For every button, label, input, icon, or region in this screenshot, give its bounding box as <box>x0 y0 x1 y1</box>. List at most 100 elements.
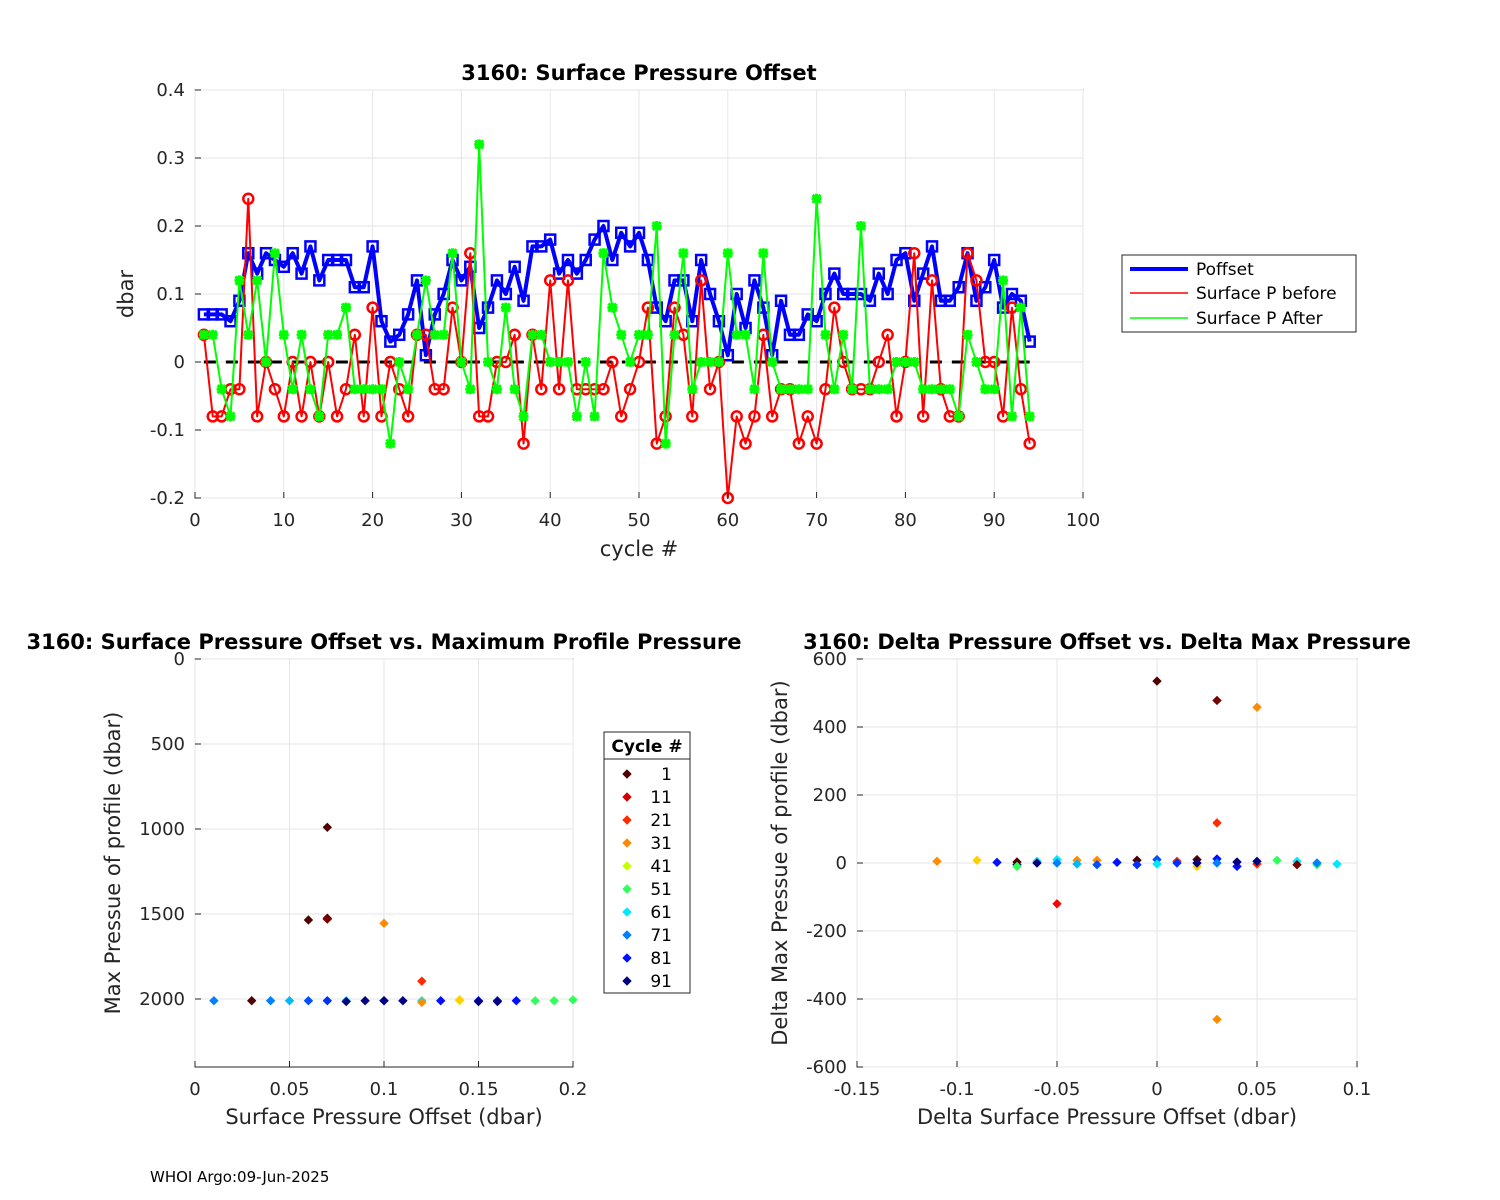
data-point-surface-p-before <box>961 246 974 260</box>
data-point-surface-p-after <box>935 384 946 395</box>
data-point-poffset <box>481 301 495 314</box>
data-point-poffset <box>703 287 717 301</box>
data-point-surface-p-after <box>438 329 449 340</box>
data-point-poffset <box>224 314 237 328</box>
data-point-surface-p-after <box>776 384 787 395</box>
data-point-poffset <box>561 253 575 267</box>
y-axis-label: Max Pressue of profile (dbar) <box>101 712 125 1015</box>
y-tick-label: 0 <box>836 853 847 874</box>
data-point-poffset <box>428 308 442 321</box>
data-point-surface-p-before <box>765 410 779 423</box>
scatter-point <box>379 918 389 929</box>
data-point-surface-p-after <box>509 384 520 395</box>
data-point-poffset <box>801 308 814 321</box>
data-point-poffset <box>295 267 308 280</box>
y-tick-label: -0.2 <box>150 488 185 509</box>
x-tick-label: 0 <box>189 510 200 531</box>
data-point-surface-p-after <box>989 384 1000 395</box>
data-point-surface-p-before <box>233 382 246 396</box>
data-point-surface-p-after <box>278 329 289 340</box>
data-point-surface-p-after <box>864 384 875 395</box>
data-point-poffset <box>1005 287 1019 301</box>
data-point-surface-p-before <box>250 410 264 423</box>
data-point-surface-p-after <box>465 384 476 395</box>
data-point-surface-p-after <box>847 384 858 395</box>
scatter-point <box>1332 859 1342 869</box>
data-point-poffset <box>286 246 299 260</box>
scatter-point <box>1012 861 1022 872</box>
data-point-surface-p-after <box>482 356 494 368</box>
legend-swatch-cycle <box>622 930 632 940</box>
scatter-point <box>303 995 314 1006</box>
data-point-poffset <box>570 267 584 280</box>
legend-label-poffset: Poffset <box>1196 260 1254 280</box>
data-point-poffset <box>828 267 841 280</box>
scatter-point <box>1232 857 1242 867</box>
y-tick-label: 0.2 <box>156 216 185 237</box>
data-point-surface-p-after <box>580 356 591 368</box>
data-point-surface-p-before <box>668 301 681 314</box>
data-point-surface-p-after <box>207 329 218 340</box>
data-point-poffset <box>916 267 930 280</box>
data-point-surface-p-before <box>401 410 415 423</box>
data-point-poffset <box>543 233 557 246</box>
data-point-surface-p-after <box>767 356 778 368</box>
data-point-surface-p-before <box>881 328 894 342</box>
data-point-surface-p-after <box>243 329 254 340</box>
data-point-poffset <box>313 274 326 287</box>
data-point-surface-p-after <box>376 384 387 395</box>
scatter-point <box>1132 859 1142 870</box>
data-point-poffset <box>455 274 468 287</box>
data-point-surface-p-after <box>598 248 609 259</box>
data-point-surface-p-after <box>420 275 431 286</box>
x-tick-label: 0.15 <box>458 1079 498 1100</box>
scatter-point <box>379 995 389 1006</box>
data-point-surface-p-after <box>669 329 680 340</box>
data-point-surface-p-after <box>403 384 414 395</box>
legend-label-cycle: 11 <box>650 788 672 808</box>
data-point-poffset <box>819 287 832 301</box>
points-group <box>209 822 578 1008</box>
data-point-surface-p-after <box>829 384 840 395</box>
x-tick-label: 10 <box>272 510 295 531</box>
data-point-poffset <box>508 260 521 274</box>
data-point-surface-p-before <box>801 410 814 423</box>
data-point-surface-p-after <box>811 193 822 204</box>
data-point-surface-p-after <box>536 329 547 340</box>
data-point-poffset <box>979 280 992 294</box>
data-point-surface-p-after <box>660 438 671 449</box>
data-point-surface-p-before <box>481 410 495 423</box>
surface-pressure-offset-chart: 0 10 20 30 40 50 60 70 80 90 100 -0.2 -0.1 0 0.1 0.2 0.3… <box>114 61 1100 561</box>
y-tick-label: 1000 <box>139 819 185 840</box>
data-point-surface-p-before <box>739 437 752 450</box>
x-tick-label: 20 <box>361 510 384 531</box>
legend-label-cycle: 41 <box>650 857 672 877</box>
scatter-point <box>492 996 503 1007</box>
data-point-surface-p-after <box>944 384 955 395</box>
data-point-surface-p-before <box>987 355 1001 369</box>
data-point-surface-p-after <box>678 248 689 259</box>
legend: Poffset Surface P before Surface P After <box>1121 254 1357 333</box>
data-point-surface-p-before <box>872 355 886 369</box>
data-point-poffset <box>854 287 868 301</box>
x-tick-label: 0 <box>1151 1079 1162 1100</box>
data-point-surface-p-before <box>535 382 548 396</box>
x-axis-label: cycle # <box>600 537 679 561</box>
scatter-point <box>1252 702 1262 712</box>
legend-swatch-cycle <box>622 838 632 848</box>
data-point-surface-p-before <box>543 274 557 287</box>
data-point-surface-p-before <box>517 437 530 450</box>
data-point-surface-p-after <box>234 275 245 286</box>
scatter-point <box>417 976 427 986</box>
y-tick-label: 0 <box>174 649 185 670</box>
data-point-surface-p-after <box>740 329 751 340</box>
x-tick-label: 40 <box>539 510 562 531</box>
legend-title: Cycle # <box>611 737 682 757</box>
y-tick-label: 2000 <box>139 989 185 1010</box>
legend-label-cycle: 91 <box>650 972 672 992</box>
data-point-surface-p-after <box>358 384 369 395</box>
data-point-surface-p-before <box>561 274 575 287</box>
data-point-surface-p-after <box>518 411 529 422</box>
data-point-surface-p-after <box>696 356 707 368</box>
scatter-point <box>1172 858 1182 868</box>
